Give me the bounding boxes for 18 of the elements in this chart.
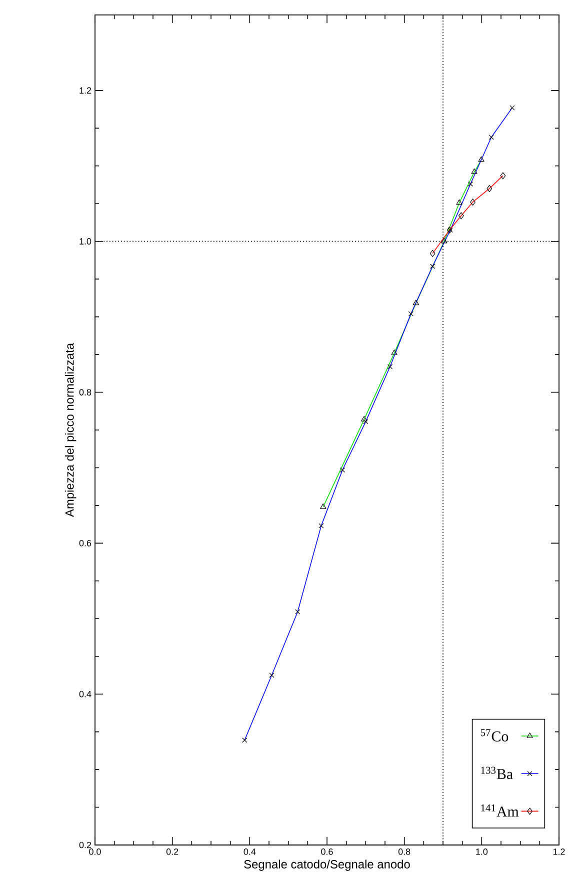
y-tick-label: 1.0 <box>80 238 92 245</box>
x-tick-label: 0.2 <box>166 848 178 855</box>
y-tick-label: 1.2 <box>80 87 92 94</box>
y-axis-title: Ampiezza del picco normalizzata <box>65 342 76 518</box>
x-tick-label: 0.6 <box>321 848 333 855</box>
x-tick-label: 1.2 <box>553 848 565 855</box>
x-tick-label: 0.0 <box>89 848 101 855</box>
y-tick-label: 0.2 <box>79 842 92 848</box>
x-tick-label: 0.4 <box>244 848 256 855</box>
y-tick-label: 0.8 <box>79 389 92 396</box>
y-tick-label: 0.4 <box>79 690 92 698</box>
x-tick-label: 1.0 <box>476 848 488 855</box>
x-tick-label: 0.8 <box>398 848 410 855</box>
y-tick-label: 0.6 <box>79 540 92 546</box>
legend-label: $^{57}$Co <box>480 729 508 742</box>
legend-label: $^{141}$Am <box>481 804 519 817</box>
legend-label: $^{133}$Ba <box>481 766 513 780</box>
x-axis-title: Segnale catodo/Segnale anodo <box>244 860 410 871</box>
